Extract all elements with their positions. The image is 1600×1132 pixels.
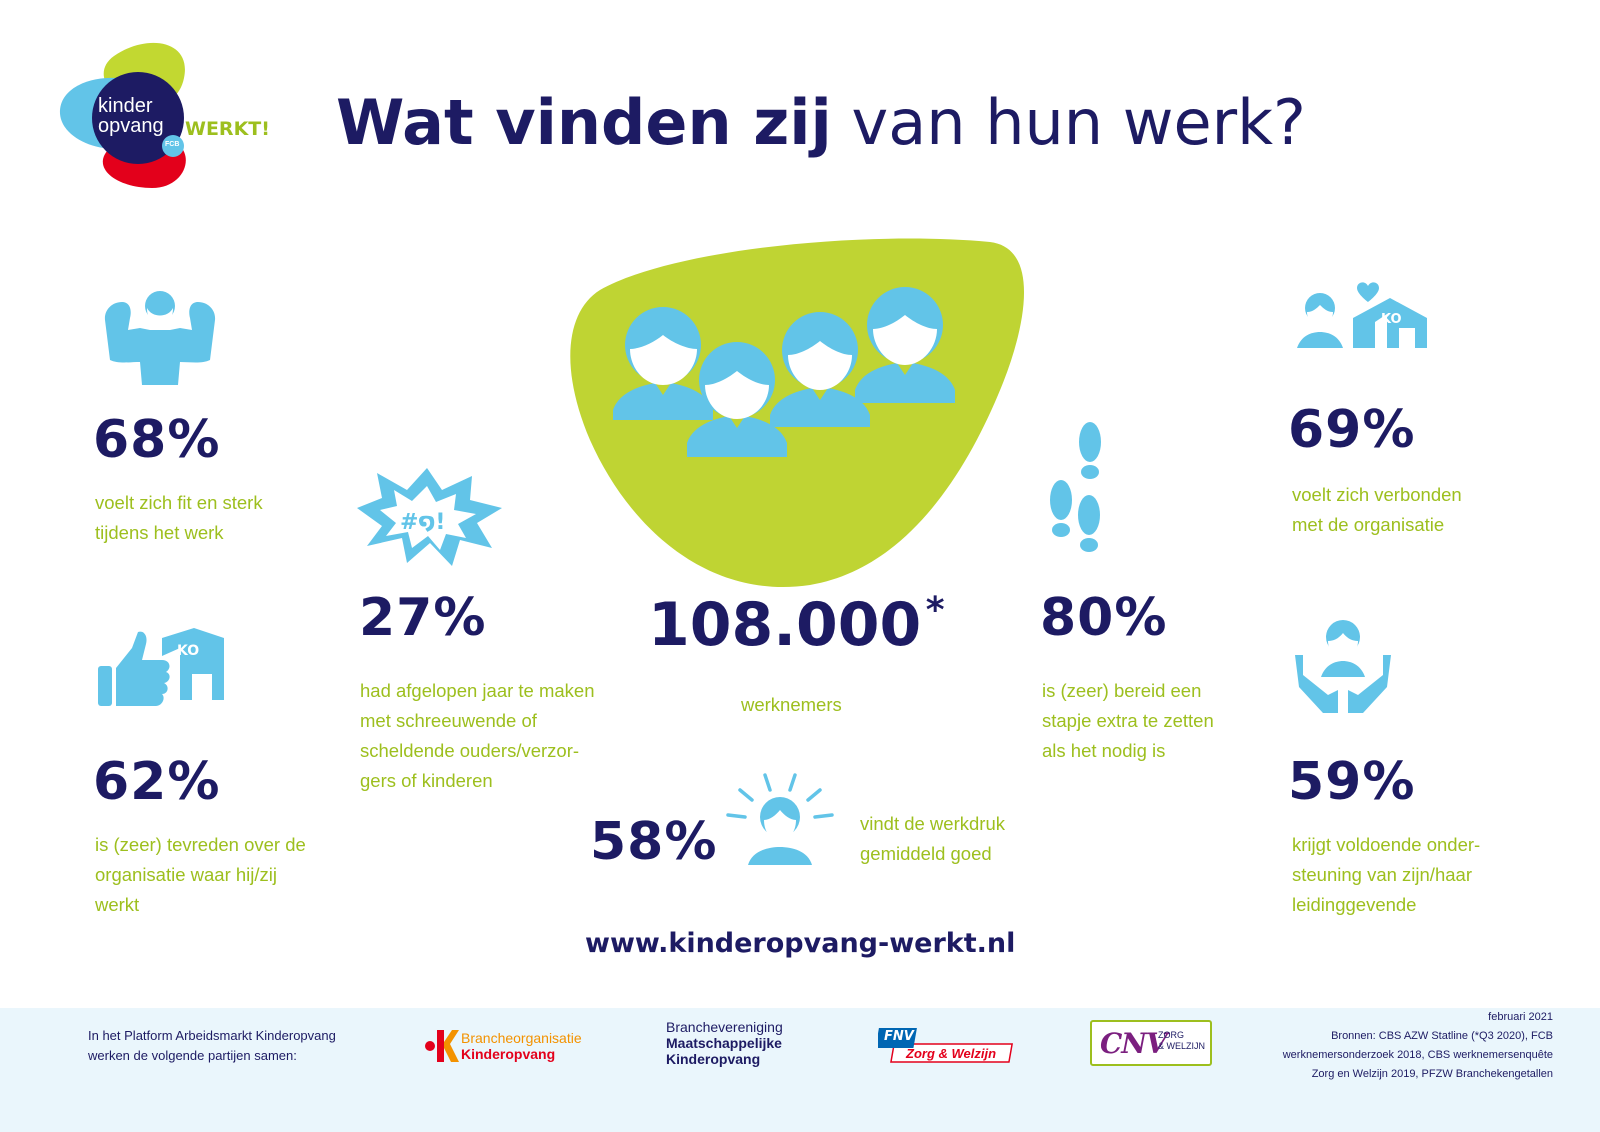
page-title: Wat vinden zij van hun werk? [336, 88, 1306, 158]
stat-desc-stapje-line1: is (zeer) bereid een [1042, 680, 1202, 701]
swearing-symbols: #໑! [400, 510, 445, 535]
stat-value-ondersteuning: 59% [1288, 752, 1416, 812]
logo-badge: FCB [165, 141, 180, 148]
cnv-line2: & WELZIJN [1158, 1041, 1206, 1051]
stat-desc-ondersteuning: krijgt voldoende onder- steuning van zij… [1292, 830, 1480, 920]
stat-desc-stapje-line3: als het nodig is [1042, 740, 1166, 761]
bk-line1: Brancheorganisatie [461, 1030, 582, 1046]
stat-desc-ondersteuning-line2: steuning van zijn/haar [1292, 864, 1472, 885]
stat-desc-tevreden-line3: werkt [95, 894, 140, 915]
footer-intro-line2: werken de volgende partijen samen: [88, 1048, 297, 1063]
partner-cnv-logo[interactable]: CNV ZORG & WELZIJN [1090, 1020, 1212, 1066]
sources-line1: februari 2021 [1488, 1011, 1553, 1023]
workers-count-asterisk: * [925, 590, 945, 631]
ko-label-69: KO [1381, 312, 1402, 327]
title-bold: Wat vinden zij [336, 86, 832, 159]
fnv-short: FNV [884, 1029, 914, 1044]
footer: In het Platform Arbeidsmarkt Kinderopvan… [0, 1008, 1600, 1132]
partner-bmk-logo[interactable]: Branchevereniging Maatschappelijke Kinde… [666, 1019, 826, 1071]
title-light: van hun werk? [851, 86, 1306, 159]
thumbs-up-ko-icon: KO [96, 628, 231, 708]
radiant-person-icon [720, 765, 840, 875]
stat-desc-verbonden-line1: voelt zich verbonden [1292, 484, 1462, 505]
stat-desc-verbonden-line2: met de organisatie [1292, 514, 1445, 535]
stat-value-schreeuwend: 27% [359, 588, 487, 648]
bmk-line2: Maatschappelijke [666, 1035, 782, 1051]
partner-fnv-logo[interactable]: FNV Zorg & Welzijn [878, 1022, 1018, 1068]
ko-label-62: KO [177, 643, 199, 659]
stat-desc-stapje-line2: stapje extra te zetten [1042, 710, 1214, 731]
sources-line3: werknemersonderzoek 2018, CBS werknemers… [1282, 1049, 1553, 1061]
stat-desc-werkdruk: vindt de werkdruk gemiddeld goed [860, 809, 1005, 869]
footer-sources: februari 2021 Bronnen: CBS AZW Statline … [1283, 1008, 1553, 1084]
swearing-bubble-icon: #໑! [352, 468, 507, 568]
fnv-name: Zorg & Welzijn [906, 1046, 997, 1061]
stat-desc-tevreden-line2: organisatie waar hij/zij [95, 864, 278, 885]
bmk-line3: Kinderopvang [666, 1051, 761, 1067]
supporting-hands-icon [1293, 615, 1393, 715]
sources-line4: Zorg en Welzijn 2019, PFZW Branchekenget… [1311, 1068, 1553, 1080]
stat-desc-fit-line1: voelt zich fit en sterk [95, 492, 263, 513]
stat-desc-tevreden-line1: is (zeer) tevreden over de [95, 834, 306, 855]
logo-werkt: WERKT! [185, 118, 270, 140]
stat-desc-fit: voelt zich fit en sterk tijdens het werk [95, 488, 263, 548]
bmk-line1: Branchevereniging [666, 1019, 783, 1035]
logo: kinder opvang FCB WERKT! [52, 38, 282, 193]
footer-intro: In het Platform Arbeidsmarkt Kinderopvan… [88, 1026, 336, 1066]
workers-count: 108.000 * [648, 590, 945, 660]
stat-value-tevreden: 62% [93, 752, 221, 812]
stat-desc-schreeuwend-line1: had afgelopen jaar te maken [360, 680, 595, 701]
sources-line2: Bronnen: CBS AZW Statline (*Q3 2020), FC… [1331, 1030, 1553, 1042]
stat-desc-ondersteuning-line3: leidinggevende [1292, 894, 1417, 915]
stat-desc-ondersteuning-line1: krijgt voldoende onder- [1292, 834, 1481, 855]
workers-count-value: 108.000 [648, 590, 922, 660]
logo-text-kinder: kinder [98, 95, 153, 117]
stat-desc-werkdruk-line2: gemiddeld goed [860, 843, 992, 864]
stat-desc-tevreden: is (zeer) tevreden over de organisatie w… [95, 830, 306, 920]
stat-desc-verbonden: voelt zich verbonden met de organisatie [1292, 480, 1462, 540]
bk-line2: Kinderopvang [461, 1046, 556, 1062]
partner-bk-logo[interactable]: Brancheorganisatie Kinderopvang [425, 1028, 625, 1068]
stat-value-verbonden: 69% [1288, 400, 1416, 460]
stat-desc-schreeuwend-line4: gers of kinderen [360, 770, 493, 791]
bk-k-icon [425, 1030, 459, 1062]
stat-desc-werkdruk-line1: vindt de werkdruk [860, 813, 1005, 834]
group-of-people-icon [605, 285, 965, 470]
stat-value-stapje: 80% [1040, 588, 1168, 648]
stat-value-fit: 68% [93, 410, 221, 470]
workers-label: werknemers [741, 694, 842, 715]
stat-desc-schreeuwend-line2: met schreeuwende of [360, 710, 537, 731]
cnv-short: CNV [1100, 1027, 1168, 1060]
footer-intro-line1: In het Platform Arbeidsmarkt Kinderopvan… [88, 1028, 336, 1043]
stat-desc-stapje: is (zeer) bereid een stapje extra te zet… [1042, 676, 1214, 766]
website-link[interactable]: www.kinderopvang-werkt.nl [585, 928, 1016, 959]
stat-desc-schreeuwend-line3: scheldende ouders/verzor- [360, 740, 580, 761]
footsteps-icon [1045, 420, 1115, 555]
stat-desc-schreeuwend: had afgelopen jaar te maken met schreeuw… [360, 676, 595, 796]
cnv-line1: ZORG [1158, 1030, 1184, 1040]
logo-text-opvang: opvang [98, 115, 164, 137]
person-heart-ko-icon: KO [1295, 278, 1435, 353]
stat-desc-fit-line2: tijdens het werk [95, 522, 224, 543]
stat-value-werkdruk: 58% [590, 812, 718, 872]
strong-person-icon [100, 290, 220, 390]
